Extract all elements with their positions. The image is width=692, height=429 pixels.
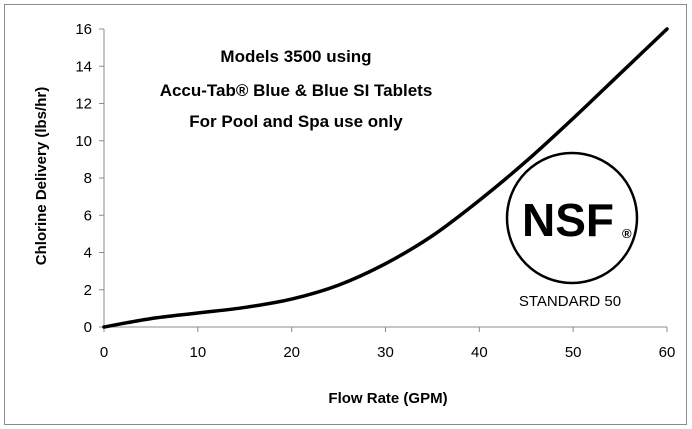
nsf-logo-text: NSF <box>522 194 614 246</box>
chart-title: Models 3500 using Accu-Tab® Blue & Blue … <box>160 47 433 131</box>
y-ticks: 0 2 4 6 8 10 12 14 16 <box>75 21 104 336</box>
y-tick-label: 6 <box>84 207 92 224</box>
x-tick-label: 20 <box>283 344 300 361</box>
y-axis-label: Chlorine Delivery (lbs/hr) <box>33 87 50 265</box>
y-tick-label: 10 <box>75 133 92 150</box>
x-axis-label: Flow Rate (GPM) <box>328 390 447 407</box>
y-tick-label: 0 <box>84 319 92 336</box>
nsf-registered-mark: ® <box>622 226 632 241</box>
title-line-2: Accu-Tab® Blue & Blue SI Tablets <box>160 81 433 100</box>
nsf-logo: NSF ® STANDARD 50 <box>505 151 639 310</box>
y-tick-label: 8 <box>84 170 92 187</box>
title-line-1: Models 3500 using <box>220 47 371 66</box>
series-line <box>102 27 669 329</box>
x-ticks: 0 10 20 30 40 50 60 <box>100 327 676 361</box>
nsf-standard-label: STANDARD 50 <box>519 293 621 310</box>
x-tick-label: 50 <box>565 344 582 361</box>
x-tick-label: 30 <box>377 344 394 361</box>
title-line-3: For Pool and Spa use only <box>189 112 403 131</box>
x-tick-label: 10 <box>189 344 206 361</box>
y-tick-label: 14 <box>75 58 92 75</box>
y-tick-label: 2 <box>84 282 92 299</box>
nsf-logo-circle <box>505 151 639 285</box>
y-tick-label: 4 <box>84 245 92 262</box>
y-tick-label: 16 <box>75 21 92 38</box>
x-tick-label: 60 <box>659 344 676 361</box>
y-tick-label: 12 <box>75 96 92 113</box>
x-tick-label: 40 <box>471 344 488 361</box>
x-tick-label: 0 <box>100 344 108 361</box>
